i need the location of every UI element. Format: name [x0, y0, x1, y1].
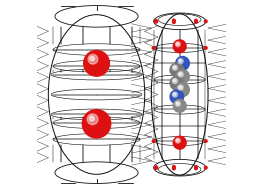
Circle shape — [178, 59, 183, 64]
Circle shape — [173, 166, 175, 168]
Circle shape — [173, 167, 175, 170]
Circle shape — [170, 76, 184, 90]
Circle shape — [87, 114, 98, 125]
Circle shape — [170, 90, 184, 104]
Circle shape — [152, 140, 155, 142]
Circle shape — [84, 50, 109, 76]
Circle shape — [175, 42, 180, 47]
Circle shape — [204, 20, 207, 23]
Circle shape — [174, 80, 176, 82]
Circle shape — [173, 21, 175, 23]
Circle shape — [178, 72, 183, 77]
Circle shape — [204, 166, 207, 169]
Circle shape — [155, 20, 158, 22]
Circle shape — [173, 19, 175, 22]
Circle shape — [170, 63, 184, 77]
Circle shape — [172, 92, 178, 97]
Circle shape — [173, 136, 186, 149]
Circle shape — [173, 40, 186, 53]
Circle shape — [179, 86, 181, 88]
Circle shape — [175, 101, 180, 106]
Circle shape — [155, 167, 158, 169]
Circle shape — [155, 20, 158, 23]
Circle shape — [174, 93, 176, 95]
Circle shape — [178, 47, 181, 49]
Circle shape — [82, 110, 111, 138]
Circle shape — [176, 57, 189, 70]
Circle shape — [195, 19, 197, 22]
Circle shape — [178, 140, 181, 142]
Circle shape — [175, 138, 180, 143]
Circle shape — [179, 73, 181, 75]
Circle shape — [195, 167, 197, 170]
Circle shape — [155, 166, 158, 169]
Circle shape — [172, 65, 178, 70]
Circle shape — [195, 166, 197, 168]
Circle shape — [176, 102, 179, 105]
Circle shape — [176, 43, 179, 45]
Circle shape — [178, 47, 181, 49]
Circle shape — [204, 140, 207, 142]
Circle shape — [88, 54, 98, 64]
Circle shape — [176, 70, 189, 83]
Circle shape — [89, 116, 94, 121]
Circle shape — [174, 66, 176, 69]
Circle shape — [173, 99, 186, 112]
Circle shape — [176, 83, 189, 97]
Circle shape — [152, 47, 155, 49]
Circle shape — [90, 56, 94, 61]
Circle shape — [178, 140, 181, 142]
Circle shape — [178, 85, 183, 90]
Circle shape — [179, 60, 181, 62]
Circle shape — [195, 21, 197, 23]
Circle shape — [204, 47, 207, 49]
Circle shape — [176, 139, 179, 141]
Circle shape — [172, 78, 178, 84]
